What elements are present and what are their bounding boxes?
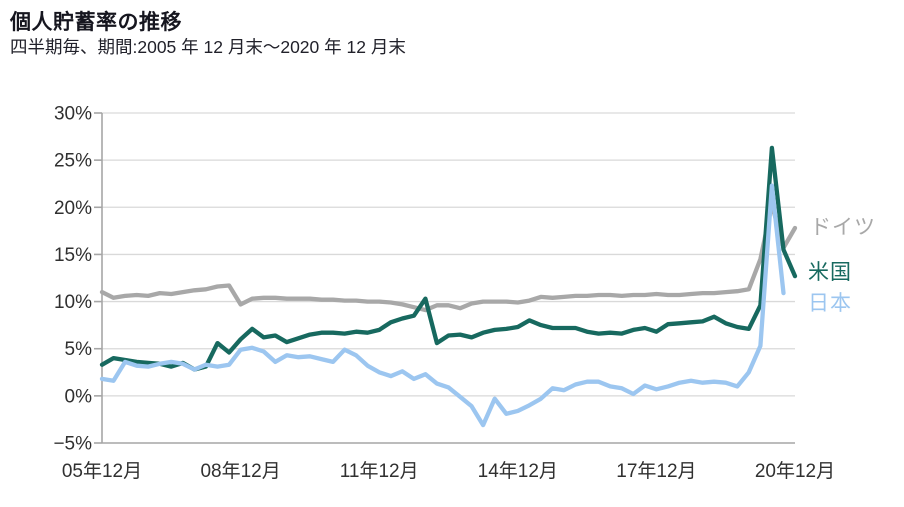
svg-text:5%: 5%	[65, 339, 93, 360]
legend-label-germany: ドイツ	[810, 216, 876, 239]
svg-text:05年12月: 05年12月	[62, 460, 142, 482]
svg-text:20%: 20%	[54, 198, 92, 219]
chart-subtitle: 四半期毎、期間:2005 年 12 月末〜2020 年 12 月末	[10, 37, 406, 57]
svg-text:08年12月: 08年12月	[200, 460, 280, 482]
svg-text:17年12月: 17年12月	[616, 460, 696, 482]
svg-text:15%: 15%	[54, 245, 92, 266]
page-title: 個人貯蓄率の推移	[10, 11, 182, 34]
svg-text:0%: 0%	[65, 386, 93, 407]
svg-text:−5%: −5%	[53, 434, 92, 455]
gridlines	[94, 112, 795, 444]
x-axis-labels: 05年12月 08年12月 11年12月 14年12月 17年12月 20年12月	[62, 460, 835, 482]
svg-text:14年12月: 14年12月	[478, 460, 558, 482]
legend-label-us: 米国	[808, 261, 852, 284]
svg-text:30%: 30%	[54, 104, 92, 125]
svg-text:20年12月: 20年12月	[755, 460, 835, 482]
series-line-japan	[99, 183, 786, 428]
legend-label-japan: 日本	[808, 292, 852, 315]
svg-text:10%: 10%	[54, 292, 92, 313]
y-axis-labels: 30% 25% 20% 15% 10% 5% 0% −5%	[53, 104, 92, 455]
series-line-us	[99, 145, 798, 372]
svg-text:11年12月: 11年12月	[340, 460, 419, 482]
svg-text:25%: 25%	[54, 151, 92, 172]
series-line-germany	[99, 202, 798, 313]
